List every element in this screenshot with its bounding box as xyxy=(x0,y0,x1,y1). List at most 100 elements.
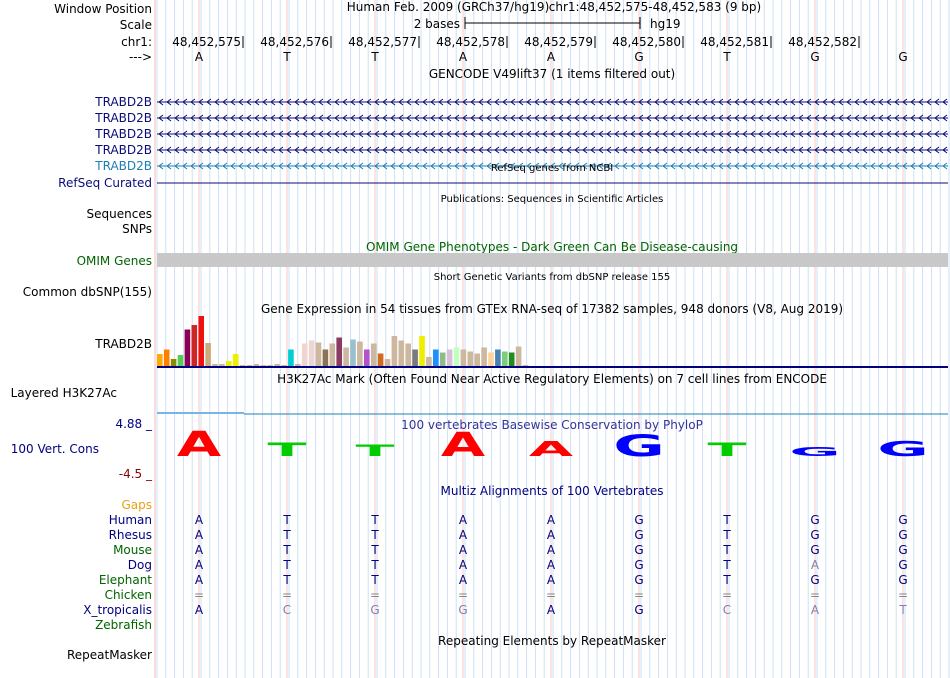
gtex-tissue-bar[interactable] xyxy=(212,364,218,366)
gtex-tissue-bar[interactable] xyxy=(322,349,329,367)
gtex-expression-chart[interactable] xyxy=(157,316,529,367)
species-label[interactable]: X_tropicalis xyxy=(83,603,152,617)
gtex-tissue-bar[interactable] xyxy=(301,343,308,367)
publications-sequences-label[interactable]: Sequences xyxy=(87,207,152,221)
species-label[interactable]: Dog xyxy=(128,558,152,572)
gtex-tissue-bar[interactable] xyxy=(357,341,363,367)
phylop-letter[interactable]: T xyxy=(708,439,747,461)
gtex-tissue-bar[interactable] xyxy=(232,354,239,366)
gtex-tissue-bar[interactable] xyxy=(267,365,273,366)
species-label[interactable]: Chicken xyxy=(105,588,152,602)
gtex-tissue-bar[interactable] xyxy=(226,361,232,366)
alignment-base: G xyxy=(898,513,907,527)
alignment-base: = xyxy=(458,588,468,602)
gtex-tissue-bar[interactable] xyxy=(350,339,356,367)
gtex-tissue-bar[interactable] xyxy=(170,359,177,366)
gtex-tissue-bar[interactable] xyxy=(398,340,405,367)
gtex-tissue-bar[interactable] xyxy=(205,343,211,366)
gtex-tissue-bar[interactable] xyxy=(253,364,260,366)
gtex-tissue-bar[interactable] xyxy=(391,336,398,366)
gtex-tissue-bar[interactable] xyxy=(515,346,522,367)
phylop-letter[interactable]: G xyxy=(789,445,841,459)
phylop-letter[interactable]: T xyxy=(356,441,396,459)
gtex-tissue-bar[interactable] xyxy=(467,351,474,367)
species-label[interactable]: Human xyxy=(109,513,152,527)
gtex-tissue-bar[interactable] xyxy=(405,343,411,367)
phylop-letter[interactable]: A xyxy=(441,426,485,464)
gtex-tissue-bar[interactable] xyxy=(288,349,294,367)
gtex-tissue-bar[interactable] xyxy=(329,343,336,367)
gtex-tissue-bar[interactable] xyxy=(474,353,480,367)
phylop-letter[interactable]: A xyxy=(529,437,574,461)
gtex-tissue-bar[interactable] xyxy=(343,347,349,367)
species-label[interactable]: Elephant xyxy=(99,573,152,587)
gencode-transcript-label[interactable]: TRABD2B xyxy=(94,127,152,141)
phylop-letter[interactable]: A xyxy=(177,424,222,464)
gtex-tissue-bar[interactable] xyxy=(295,364,301,366)
gtex-tissue-bar[interactable] xyxy=(433,349,439,367)
gencode-transcript-label[interactable]: TRABD2B xyxy=(94,95,152,109)
gtex-track-label[interactable]: TRABD2B xyxy=(94,337,152,351)
gtex-tissue-bar[interactable] xyxy=(446,349,453,367)
repeatmasker-track-label[interactable]: RepeatMasker xyxy=(67,648,152,662)
gtex-tissue-bar[interactable] xyxy=(177,355,184,366)
gtex-tissue-bar[interactable] xyxy=(460,349,467,367)
gencode-transcript-label[interactable]: TRABD2B xyxy=(94,159,152,173)
gaps-label[interactable]: Gaps xyxy=(121,498,152,512)
gtex-tissue-bar[interactable] xyxy=(377,353,384,367)
gtex-tissue-bar[interactable] xyxy=(163,349,170,367)
gtex-tissue-bar[interactable] xyxy=(412,349,418,367)
gtex-tissue-bar[interactable] xyxy=(426,357,432,366)
gtex-tissue-bar[interactable] xyxy=(308,340,315,367)
publications-snps-label[interactable]: SNPs xyxy=(122,222,152,236)
alignment-base: T xyxy=(722,528,731,542)
species-label[interactable]: Zebrafish xyxy=(95,618,152,632)
ruler-position-label: 48,452,575 xyxy=(172,35,241,49)
omim-phenotype-bar[interactable] xyxy=(157,253,948,267)
h3k27ac-track-label[interactable]: Layered H3K27Ac xyxy=(11,386,117,400)
gencode-transcript-label[interactable]: TRABD2B xyxy=(94,143,152,157)
gtex-tissue-bar[interactable] xyxy=(281,365,287,366)
gtex-tissue-bar[interactable] xyxy=(191,325,198,366)
gtex-tissue-bar[interactable] xyxy=(184,329,191,367)
gtex-tissue-bar[interactable] xyxy=(364,349,370,367)
gtex-tissue-bar[interactable] xyxy=(336,337,342,367)
gtex-tissue-bar[interactable] xyxy=(246,365,253,366)
gtex-tissue-bar[interactable] xyxy=(495,349,501,367)
gencode-track[interactable]: TRABD2B TRABD2B TRABD2B TRABD2B TRABD2B xyxy=(94,95,948,173)
gtex-tissue-bar[interactable] xyxy=(419,336,425,366)
gtex-tissue-bar[interactable] xyxy=(384,359,391,366)
gtex-tissue-bar[interactable] xyxy=(239,365,246,366)
gtex-tissue-bar[interactable] xyxy=(481,347,487,367)
phylop-letter[interactable]: T xyxy=(268,439,307,461)
gtex-tissue-bar[interactable] xyxy=(453,347,460,367)
species-label[interactable]: Mouse xyxy=(113,543,152,557)
phylop-letter[interactable]: G xyxy=(613,428,665,463)
strand-label: ---> xyxy=(129,50,152,64)
gtex-tissue-bar[interactable] xyxy=(274,364,280,366)
gtex-tissue-bar[interactable] xyxy=(157,354,163,366)
phylop-track-label[interactable]: 100 Vert. Cons xyxy=(11,442,99,456)
dbsnp-track-label[interactable]: Common dbSNP(155) xyxy=(23,285,152,299)
gtex-tissue-bar[interactable] xyxy=(370,343,377,367)
gtex-tissue-bar[interactable] xyxy=(502,351,508,367)
gtex-tissue-bar[interactable] xyxy=(198,316,204,366)
gencode-transcript-label[interactable]: TRABD2B xyxy=(94,111,152,125)
gtex-tissue-bar[interactable] xyxy=(260,365,267,366)
refseq-track-label[interactable]: RefSeq Curated xyxy=(58,176,152,190)
omim-track-label[interactable]: OMIM Genes xyxy=(77,254,152,268)
gencode-strand-arrows xyxy=(158,146,948,154)
gtex-tissue-bar[interactable] xyxy=(315,342,322,367)
gtex-tissue-bar[interactable] xyxy=(488,352,494,367)
gtex-tissue-bar[interactable] xyxy=(219,364,225,366)
gtex-tissue-bar[interactable] xyxy=(522,365,529,366)
alignment-base: T xyxy=(282,558,291,572)
phylop-letter[interactable]: G xyxy=(877,437,929,461)
species-label[interactable]: Rhesus xyxy=(109,528,152,542)
alignment-base: A xyxy=(547,528,556,542)
gtex-tissue-bar[interactable] xyxy=(508,352,515,367)
gtex-tissue-bar[interactable] xyxy=(439,352,446,367)
